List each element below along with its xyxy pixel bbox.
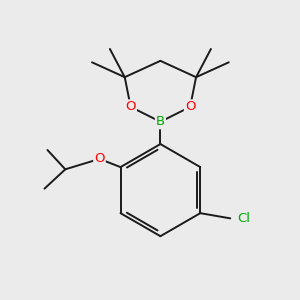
Text: Cl: Cl bbox=[238, 212, 251, 225]
Text: O: O bbox=[125, 100, 136, 113]
Text: O: O bbox=[94, 152, 105, 165]
Text: O: O bbox=[185, 100, 195, 113]
Text: B: B bbox=[156, 115, 165, 128]
